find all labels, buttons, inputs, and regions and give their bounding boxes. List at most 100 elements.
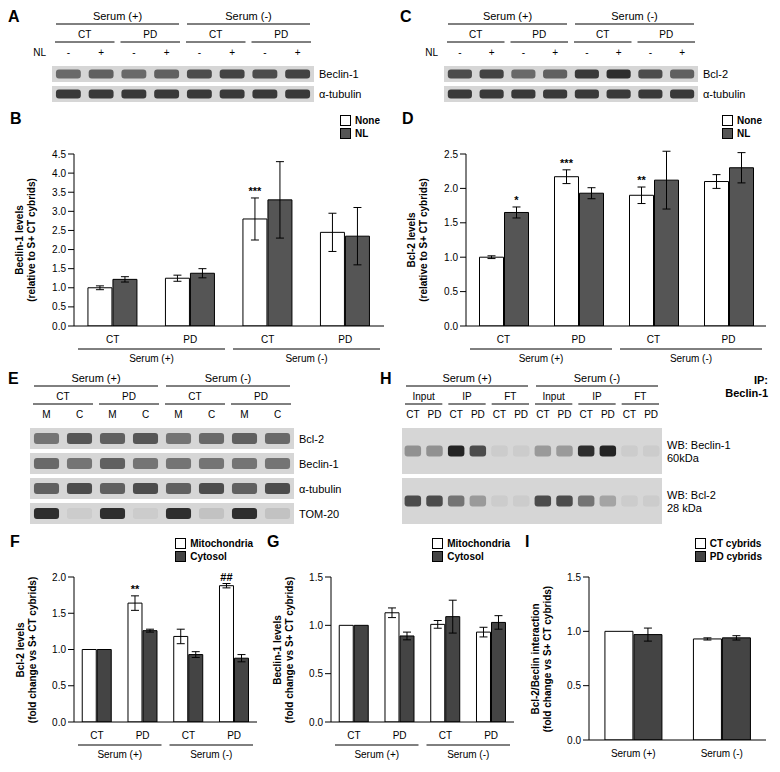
svg-text:1.0: 1.0: [52, 644, 66, 655]
svg-text:CT: CT: [209, 29, 222, 40]
svg-text:+: +: [489, 47, 495, 58]
svg-text:CT: CT: [261, 334, 274, 345]
svg-text:FT: FT: [634, 391, 646, 402]
svg-text:CT: CT: [497, 334, 510, 345]
svg-text:0.5: 0.5: [444, 286, 458, 297]
svg-text:Beclin-1: Beclin-1: [319, 68, 359, 80]
svg-text:Serum (-): Serum (-): [670, 353, 712, 364]
svg-text:PD: PD: [558, 409, 572, 420]
svg-text:2.5: 2.5: [52, 225, 66, 236]
svg-text:+: +: [552, 47, 558, 58]
svg-text:α-tubulin: α-tubulin: [703, 88, 745, 100]
svg-text:CT: CT: [623, 409, 636, 420]
svg-text:4.5: 4.5: [52, 149, 66, 160]
svg-text:CT: CT: [493, 409, 506, 420]
svg-text:Serum (-): Serum (-): [225, 10, 271, 22]
svg-text:CT: CT: [106, 334, 119, 345]
svg-text:1.5: 1.5: [567, 572, 581, 583]
svg-text:2.5: 2.5: [444, 149, 458, 160]
svg-text:+: +: [98, 47, 104, 58]
svg-text:PD: PD: [722, 334, 736, 345]
svg-text:NL: NL: [425, 47, 438, 58]
svg-text:0.0: 0.0: [567, 735, 581, 746]
svg-text:-: -: [132, 47, 135, 58]
svg-text:CT: CT: [647, 334, 660, 345]
svg-text:Serum (-): Serum (-): [574, 372, 620, 384]
svg-text:PD: PD: [601, 409, 615, 420]
svg-text:Serum (+): Serum (+): [97, 749, 142, 760]
svg-text:C: C: [76, 409, 83, 420]
svg-text:Beclin-1: Beclin-1: [725, 387, 768, 399]
svg-text:1.5: 1.5: [52, 263, 66, 274]
svg-text:CT: CT: [347, 730, 360, 741]
svg-text:3.5: 3.5: [52, 187, 66, 198]
svg-text:0.0: 0.0: [309, 717, 323, 728]
svg-text:4.0: 4.0: [52, 168, 66, 179]
svg-text:PD: PD: [143, 29, 157, 40]
svg-text:WB: Beclin-1: WB: Beclin-1: [667, 439, 731, 451]
svg-text:Input: Input: [543, 391, 565, 402]
svg-text:Beclin-1: Beclin-1: [299, 458, 339, 470]
svg-text:PD: PD: [471, 409, 485, 420]
svg-text:-: -: [458, 47, 461, 58]
svg-text:C: C: [142, 409, 149, 420]
svg-text:PD: PD: [122, 391, 136, 402]
svg-text:1.0: 1.0: [52, 282, 66, 293]
svg-text:Serum (-): Serum (-): [285, 353, 327, 364]
svg-text:CT: CT: [182, 730, 195, 741]
svg-text:M: M: [240, 409, 248, 420]
svg-text:-: -: [263, 47, 266, 58]
svg-text:0.0: 0.0: [52, 321, 66, 332]
svg-text:2.0: 2.0: [52, 572, 66, 583]
svg-text:**: **: [637, 174, 646, 186]
svg-text:WB: Bcl-2: WB: Bcl-2: [667, 489, 716, 501]
svg-text:IP: IP: [462, 391, 472, 402]
svg-text:CT: CT: [449, 409, 462, 420]
svg-text:Serum (-): Serum (-): [447, 749, 489, 760]
svg-text:0.5: 0.5: [52, 301, 66, 312]
svg-text:-: -: [649, 47, 652, 58]
svg-text:-: -: [585, 47, 588, 58]
svg-text:PD: PD: [254, 391, 268, 402]
svg-text:2.0: 2.0: [52, 244, 66, 255]
svg-text:60kDa: 60kDa: [667, 452, 700, 464]
svg-text:NL: NL: [33, 47, 46, 58]
svg-text:+: +: [229, 47, 235, 58]
svg-text:-: -: [522, 47, 525, 58]
svg-text:0.0: 0.0: [444, 321, 458, 332]
svg-text:PD: PD: [532, 29, 546, 40]
svg-text:CT: CT: [579, 409, 592, 420]
svg-text:PD: PD: [484, 730, 498, 741]
svg-text:1.5: 1.5: [52, 608, 66, 619]
svg-text:Serum (+): Serum (+): [483, 10, 532, 22]
svg-text:PD: PD: [227, 730, 241, 741]
svg-text:Serum (+): Serum (+): [442, 372, 491, 384]
svg-text:IP: IP: [592, 391, 602, 402]
svg-text:M: M: [42, 409, 50, 420]
svg-text:CT: CT: [536, 409, 549, 420]
svg-text:***: ***: [249, 185, 263, 197]
svg-text:0.5: 0.5: [52, 680, 66, 691]
svg-text:PD: PD: [136, 730, 150, 741]
svg-text:+: +: [295, 47, 301, 58]
svg-text:+: +: [616, 47, 622, 58]
svg-text:Serum (+): Serum (+): [71, 372, 120, 384]
svg-text:Serum (-): Serum (-): [611, 10, 657, 22]
svg-text:Serum (-): Serum (-): [205, 372, 251, 384]
svg-text:CT: CT: [78, 29, 91, 40]
svg-text:CT: CT: [596, 29, 609, 40]
svg-text:-: -: [198, 47, 201, 58]
svg-text:PD: PD: [514, 409, 528, 420]
svg-text:28 kDa: 28 kDa: [667, 502, 703, 514]
svg-text:0.5: 0.5: [309, 668, 323, 679]
svg-text:TOM-20: TOM-20: [299, 508, 339, 520]
svg-text:1.0: 1.0: [309, 620, 323, 631]
svg-text:Serum (+): Serum (+): [129, 353, 174, 364]
svg-text:-: -: [67, 47, 70, 58]
svg-text:FT: FT: [504, 391, 516, 402]
svg-text:PD: PD: [659, 29, 673, 40]
svg-text:Input: Input: [413, 391, 435, 402]
svg-text:1.5: 1.5: [444, 217, 458, 228]
svg-text:##: ##: [220, 571, 232, 583]
svg-text:0.0: 0.0: [52, 717, 66, 728]
